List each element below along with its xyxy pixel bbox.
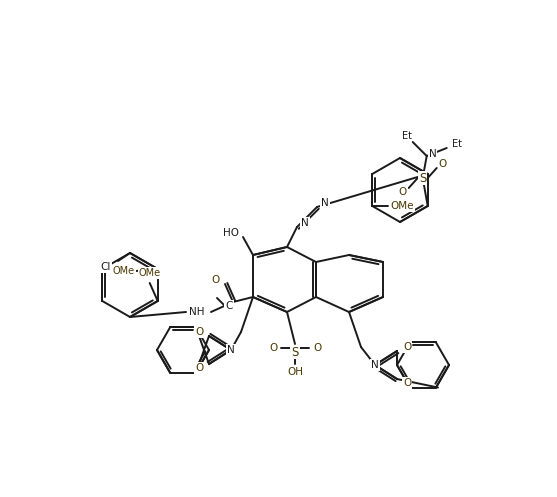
Text: N: N: [301, 218, 309, 228]
Text: N: N: [227, 345, 235, 355]
Text: O: O: [438, 159, 447, 169]
Text: OMe: OMe: [113, 266, 135, 276]
Text: NH: NH: [189, 307, 205, 317]
Text: OMe: OMe: [139, 268, 161, 278]
Text: O: O: [403, 378, 411, 388]
Text: N: N: [429, 149, 437, 159]
Text: OMe: OMe: [390, 201, 414, 211]
Text: O: O: [399, 187, 407, 197]
Text: Et: Et: [402, 131, 412, 141]
Text: N: N: [321, 198, 329, 208]
Text: OH: OH: [287, 367, 303, 377]
Text: S: S: [291, 345, 299, 358]
Text: Cl: Cl: [101, 262, 111, 272]
Text: O: O: [211, 275, 219, 285]
Text: HO: HO: [223, 228, 239, 238]
Text: O: O: [313, 343, 321, 353]
Text: Et: Et: [452, 139, 462, 149]
Text: O: O: [195, 363, 203, 373]
Text: O: O: [269, 343, 277, 353]
Text: O: O: [403, 342, 411, 352]
Text: C: C: [226, 301, 233, 311]
Text: N: N: [371, 360, 379, 370]
Text: O: O: [195, 327, 203, 337]
Text: S: S: [419, 171, 427, 184]
